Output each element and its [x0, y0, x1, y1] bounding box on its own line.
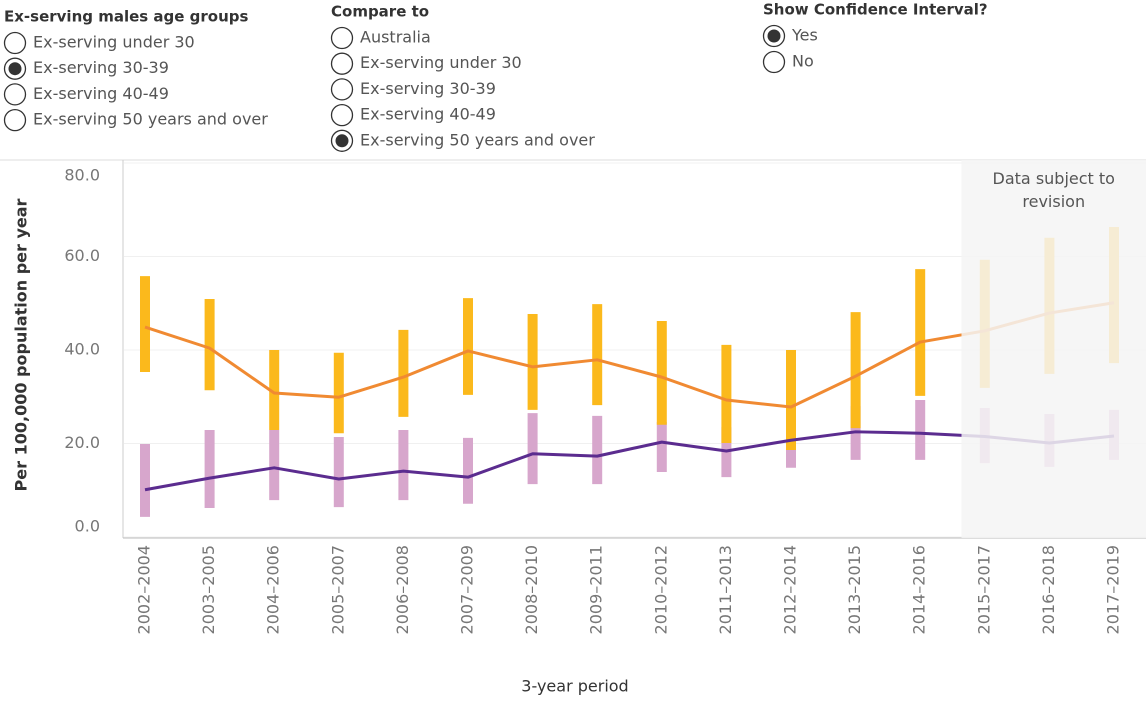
control-title: Ex-serving males age groups: [4, 8, 249, 26]
radio-label[interactable]: Ex-serving under 30: [33, 33, 195, 52]
x-tick-label: 2004–2006: [264, 545, 283, 634]
radio-label[interactable]: Ex-serving 30-39: [33, 58, 169, 77]
radio-label[interactable]: Ex-serving 50 years and over: [33, 110, 268, 129]
y-tick-label: 20.0: [64, 433, 100, 452]
radio-button[interactable]: [332, 79, 353, 100]
y-tick-label: 80.0: [64, 166, 100, 185]
radio-dot: [9, 62, 22, 75]
radio-dot: [768, 30, 781, 43]
radio-button[interactable]: [5, 84, 26, 105]
x-tick-label: 2008–2010: [522, 545, 541, 634]
x-tick-label: 2006–2008: [393, 545, 412, 634]
radio-button[interactable]: [5, 33, 26, 54]
x-tick-label: 2014–2016: [910, 545, 929, 634]
x-tick-label: 2010–2012: [651, 545, 670, 634]
radio-label[interactable]: Australia: [360, 28, 431, 47]
radio-button[interactable]: [764, 52, 785, 73]
x-tick-label: 2011–2013: [716, 545, 735, 634]
x-tick-label: 2012–2014: [781, 545, 800, 634]
y-tick-label: 60.0: [64, 246, 100, 265]
radio-label[interactable]: Ex-serving 40-49: [33, 84, 169, 103]
radio-button[interactable]: [5, 110, 26, 131]
x-axis-title: 3-year period: [521, 677, 628, 696]
x-tick-label: 2003–2005: [199, 545, 218, 634]
x-tick-label: 2013–2015: [845, 545, 864, 634]
radio-button[interactable]: [332, 53, 353, 74]
radio-label[interactable]: Yes: [791, 26, 818, 45]
revision-region: [962, 160, 1146, 538]
radio-label[interactable]: Ex-serving under 30: [360, 53, 522, 72]
y-axis-title: Per 100,000 population per year: [12, 198, 31, 491]
x-tick-label: 2002–2004: [135, 545, 154, 634]
x-tick-label: 2015–2017: [974, 545, 993, 634]
radio-label[interactable]: No: [792, 52, 814, 71]
radio-button[interactable]: [332, 28, 353, 49]
x-tick-label: 2017–2019: [1104, 545, 1123, 634]
y-tick-label: 0.0: [75, 517, 100, 536]
x-tick-label: 2005–2007: [328, 545, 347, 634]
x-tick-label: 2007–2009: [458, 545, 477, 634]
radio-dot: [336, 134, 349, 147]
control-title: Compare to: [331, 3, 429, 21]
x-tick-label: 2009–2011: [587, 545, 606, 634]
control-title: Show Confidence Interval?: [763, 1, 988, 19]
radio-label[interactable]: Ex-serving 50 years and over: [360, 130, 595, 149]
y-tick-label: 40.0: [64, 340, 100, 359]
radio-label[interactable]: Ex-serving 30-39: [360, 79, 496, 98]
radio-label[interactable]: Ex-serving 40-49: [360, 105, 496, 124]
radio-button[interactable]: [332, 105, 353, 126]
x-tick-label: 2016–2018: [1039, 545, 1058, 634]
